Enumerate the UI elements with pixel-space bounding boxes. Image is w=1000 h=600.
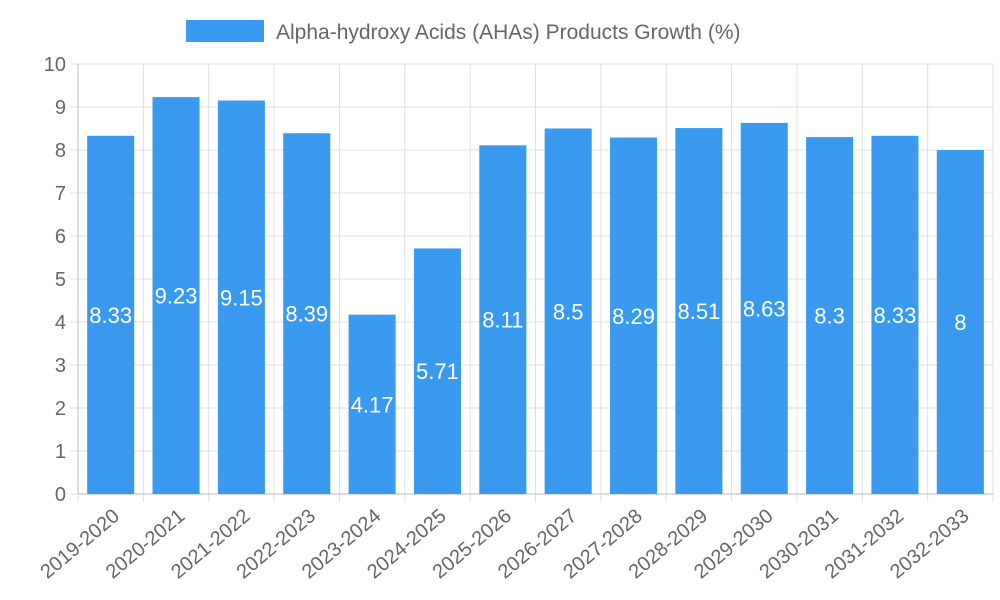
bar	[806, 137, 854, 494]
y-tick-label: 5	[55, 269, 66, 291]
bar	[87, 135, 135, 494]
legend-swatch	[186, 20, 264, 42]
bar	[479, 145, 527, 494]
bar-value-label: 8.51	[677, 299, 720, 324]
bar-value-label: 8.5	[553, 299, 584, 324]
bar	[217, 100, 265, 495]
bars	[87, 97, 984, 495]
y-tick-label: 3	[55, 355, 66, 377]
y-tick-label: 7	[55, 183, 66, 205]
legend-label: Alpha-hydroxy Acids (AHAs) Products Grow…	[276, 21, 740, 44]
y-tick-label: 1	[55, 441, 66, 463]
bar	[740, 122, 788, 494]
y-tick-label: 2	[55, 398, 66, 420]
bar-value-label: 8	[954, 310, 966, 335]
bar-value-label: 8.3	[814, 304, 845, 329]
gridlines	[70, 63, 994, 502]
bar-value-label: 9.15	[220, 285, 263, 310]
legend[interactable]: Alpha-hydroxy Acids (AHAs) Products Grow…	[186, 20, 740, 44]
y-tick-label: 0	[55, 484, 66, 506]
bar	[283, 133, 331, 495]
y-tick-label: 4	[55, 312, 66, 334]
bar-value-label: 8.11	[482, 308, 523, 333]
data-labels: 8.33 9.23 9.15 8.39 4.17 5.71 8.11 8.5 8.29 8.51 8…	[89, 284, 966, 418]
bar-value-label: 8.33	[89, 303, 132, 328]
bar	[544, 128, 592, 494]
bar-value-label: 4.17	[351, 392, 394, 417]
bar	[936, 150, 984, 494]
bar-value-label: 8.33	[874, 303, 917, 328]
bar	[413, 248, 461, 494]
bar-value-label: 8.39	[285, 302, 328, 327]
bar	[348, 314, 396, 494]
y-tick-label: 9	[55, 97, 66, 119]
bar	[152, 97, 200, 495]
bar-value-label: 9.23	[155, 284, 198, 309]
bar	[610, 137, 658, 494]
y-tick-label: 10	[44, 54, 66, 76]
bar-value-label: 8.63	[743, 296, 786, 321]
y-tick-label: 6	[55, 226, 66, 248]
bar-value-label: 5.71	[416, 359, 459, 384]
bar	[675, 128, 723, 494]
y-tick-label: 8	[55, 140, 66, 162]
bar	[871, 135, 919, 494]
bar-value-label: 8.29	[612, 304, 655, 329]
